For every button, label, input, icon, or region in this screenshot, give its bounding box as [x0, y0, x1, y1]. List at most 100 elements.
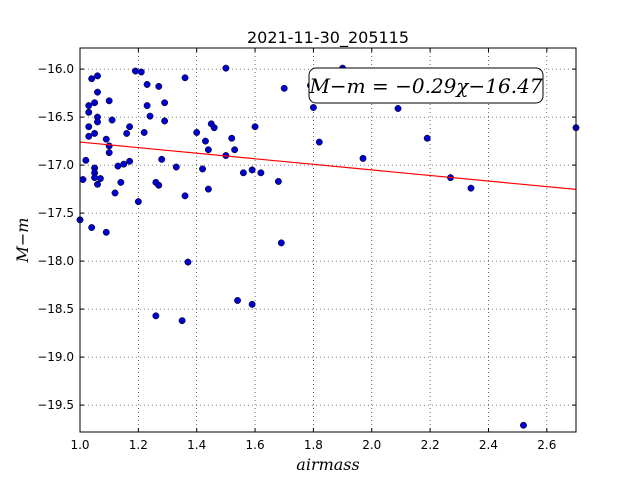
fit-equation: M−m = −0.29χ−16.47	[308, 74, 542, 98]
data-point	[140, 129, 148, 136]
x-tick-label: 2.4	[479, 438, 498, 452]
data-point	[85, 102, 93, 110]
data-point	[123, 129, 131, 137]
data-point	[178, 317, 186, 325]
data-point	[152, 312, 160, 320]
data-point	[96, 175, 104, 183]
data-point	[102, 228, 110, 236]
x-tick-label: 1.8	[304, 438, 323, 452]
data-point	[315, 138, 323, 146]
data-point	[274, 177, 282, 185]
data-point	[91, 174, 99, 182]
data-point	[210, 124, 218, 132]
data-point	[161, 99, 169, 107]
data-point	[105, 142, 113, 150]
data-point	[85, 132, 93, 140]
data-points	[76, 64, 580, 429]
data-point	[248, 166, 256, 174]
data-point	[199, 165, 206, 173]
y-tick-label: −18.0	[37, 254, 74, 268]
x-tick-label: 1.0	[70, 438, 89, 452]
y-tick-label: −19.0	[37, 350, 74, 364]
data-point	[134, 198, 142, 206]
plot-area	[80, 48, 576, 432]
data-point	[181, 192, 189, 200]
data-point	[204, 146, 212, 154]
data-point	[94, 72, 101, 80]
annotation-box	[308, 67, 544, 104]
data-point	[131, 67, 139, 75]
chart-title: 2021-11-30_205115	[247, 28, 409, 48]
data-point	[137, 68, 145, 76]
y-tick-label: −17.0	[37, 158, 74, 172]
data-point	[193, 129, 201, 136]
data-point	[520, 421, 527, 429]
data-point	[228, 134, 236, 142]
data-point	[467, 184, 475, 192]
data-point	[251, 123, 259, 131]
data-point	[111, 189, 119, 197]
data-point	[85, 108, 93, 116]
x-axis-label: airmass	[296, 455, 359, 474]
data-point	[85, 123, 93, 131]
x-tick-label: 1.4	[187, 438, 206, 452]
data-point	[155, 82, 163, 90]
data-point	[394, 105, 402, 112]
data-point	[257, 169, 265, 177]
y-tick-label: −16.0	[37, 62, 74, 76]
data-point	[114, 162, 122, 170]
x-tick-label: 2.6	[537, 438, 556, 452]
data-point	[91, 129, 99, 137]
data-point	[222, 64, 230, 72]
x-tick-label: 1.2	[129, 438, 148, 452]
data-point	[88, 75, 96, 83]
data-point	[143, 102, 151, 110]
data-point	[231, 146, 239, 154]
x-tick-label: 1.6	[246, 438, 265, 452]
data-point	[94, 180, 101, 188]
axis-ticks: 1.0 1.2 1.4 1.6 1.8 2.0 2.2 2.4 2.6 −16.0 −16.5 −17…	[37, 48, 576, 452]
data-point	[161, 117, 169, 125]
data-point	[143, 81, 151, 88]
data-point	[280, 84, 288, 92]
data-point	[184, 258, 192, 266]
data-point	[234, 297, 242, 304]
data-point	[79, 176, 87, 183]
data-point	[94, 88, 101, 96]
data-point	[277, 239, 285, 247]
data-point	[239, 169, 247, 177]
data-point	[309, 104, 317, 111]
data-point	[108, 116, 116, 124]
plot-frame	[79, 47, 577, 433]
fit-line-group	[79, 141, 577, 191]
x-tick-label: 2.0	[362, 438, 381, 452]
data-point	[94, 118, 101, 126]
data-point	[155, 181, 163, 189]
data-point	[126, 123, 134, 131]
x-tick-label: 2.2	[421, 438, 440, 452]
data-point	[423, 134, 431, 142]
y-tick-label: −17.5	[37, 206, 74, 220]
data-point	[202, 137, 209, 145]
data-point	[158, 155, 166, 163]
data-point	[105, 97, 113, 105]
data-point	[172, 163, 180, 171]
y-tick-label: −16.5	[37, 110, 74, 124]
y-tick-label: −18.5	[37, 302, 74, 316]
data-point	[82, 156, 90, 164]
data-point	[181, 74, 189, 82]
data-point	[105, 149, 113, 157]
data-point	[117, 178, 125, 186]
data-point	[91, 99, 99, 107]
data-point	[120, 160, 128, 168]
y-tick-label: −19.5	[37, 398, 74, 412]
y-axis-label: M−m	[13, 218, 32, 264]
data-point	[248, 300, 256, 308]
fit-line	[79, 141, 577, 191]
fit-annotation: M−m = −0.29χ−16.47	[308, 67, 544, 104]
data-point	[88, 224, 96, 231]
data-point	[146, 112, 154, 120]
data-point	[126, 157, 134, 165]
data-point	[359, 154, 367, 162]
